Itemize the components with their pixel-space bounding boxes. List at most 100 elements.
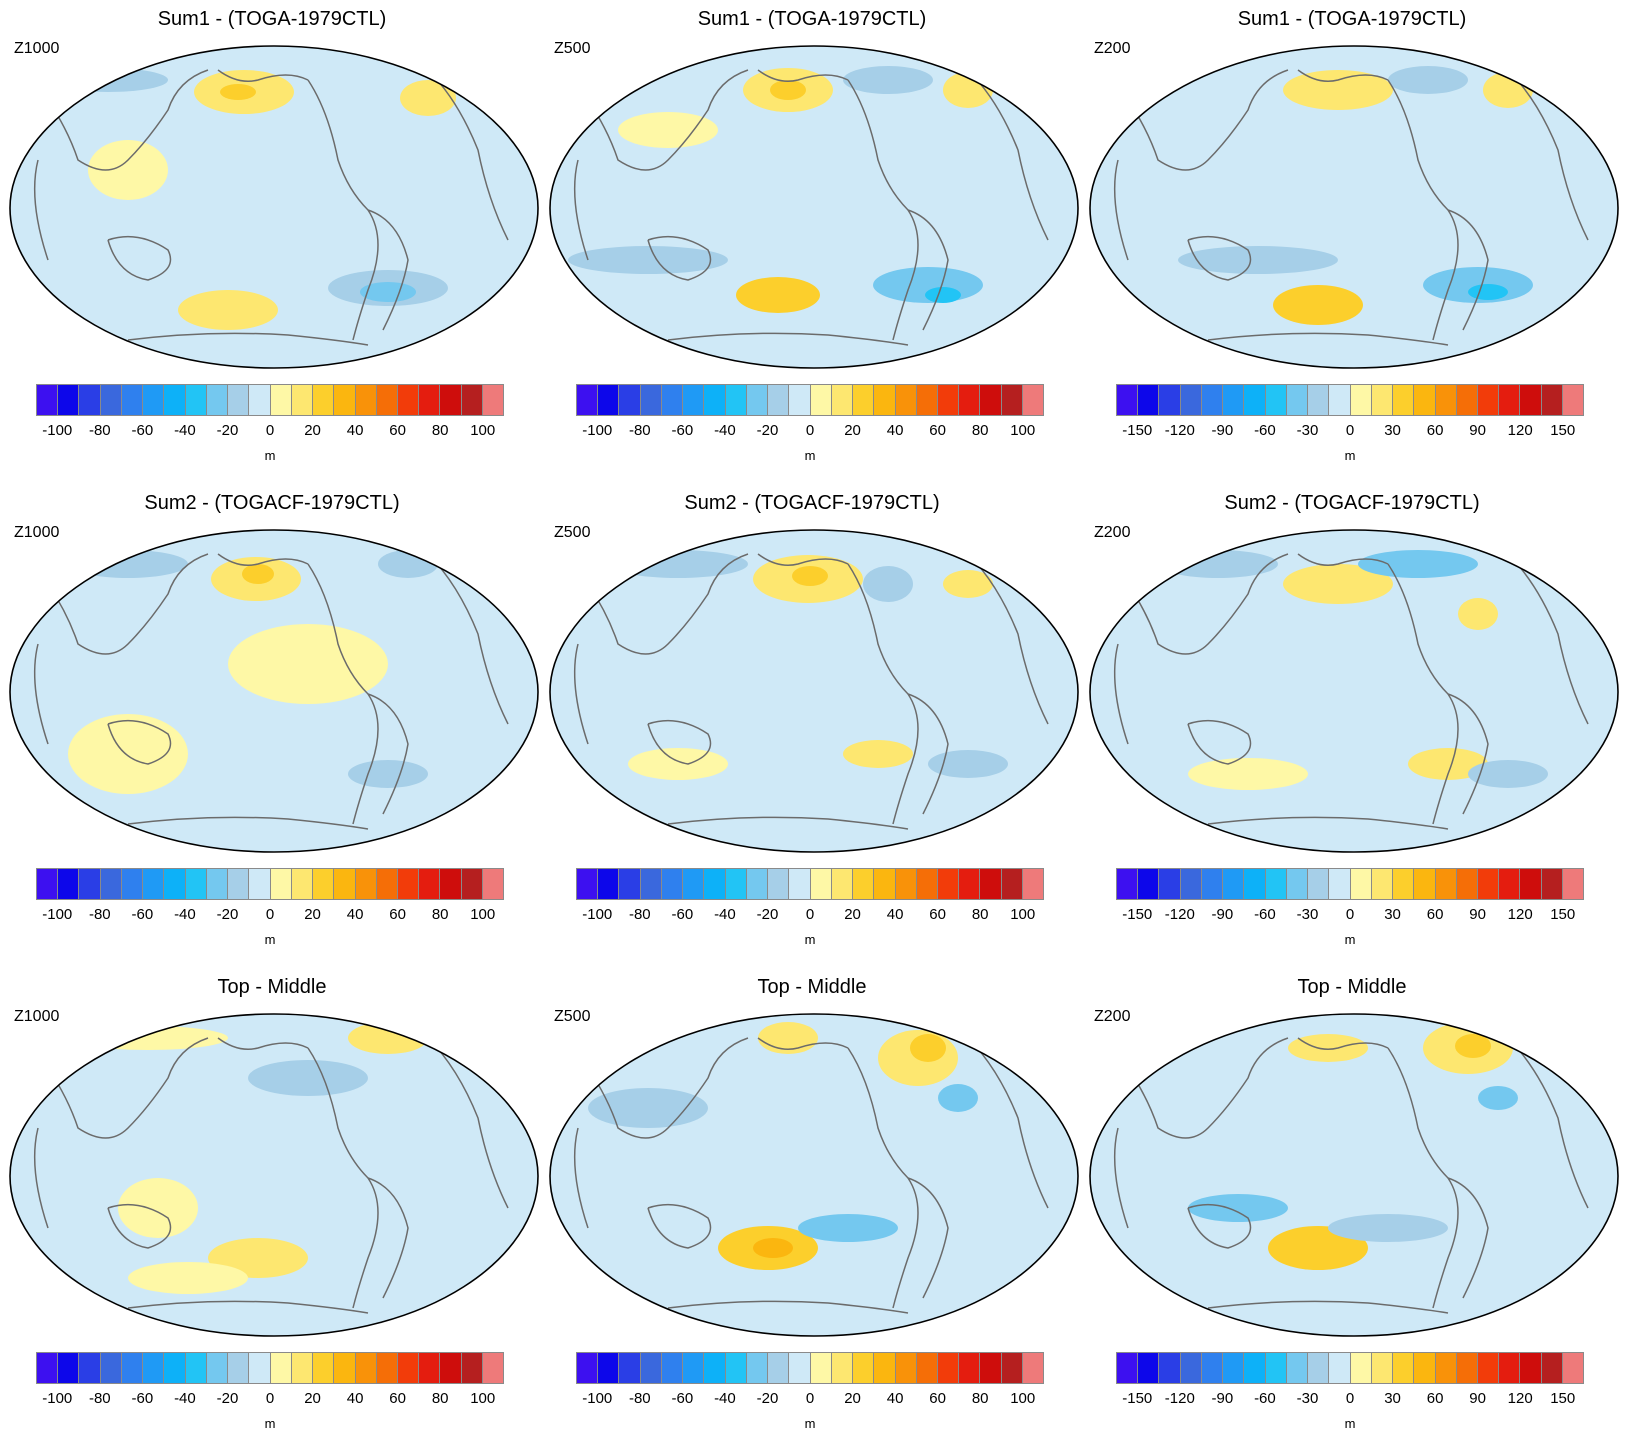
map-panel: Sum1 - (TOGA-1979CTL) Z200 -150 -120 -90 -60 -… [1080,0,1624,480]
colorbar-tick-label: -60 [1254,906,1276,923]
colorbar-swatch [1022,385,1044,415]
colorbar-tick-label: 150 [1550,422,1576,439]
colorbar-swatch [121,1353,144,1383]
colorbar-tick-label: 80 [971,1390,989,1407]
colorbar-tick-label: 100 [1010,422,1036,439]
coastline [573,1127,589,1229]
colorbar-tick-label: 30 [1384,1390,1401,1407]
coastline [1297,69,1389,82]
coastline [427,69,509,241]
coastline [127,1300,369,1314]
colorbar-swatch [619,385,641,415]
colorbar-swatch [79,385,101,415]
colorbar-unit-label: m [1344,932,1356,947]
colorbar-swatch [1499,869,1521,899]
colorbar-swatch [291,385,314,415]
colorbar-swatch [376,869,398,899]
anomaly-background [1090,1014,1618,1336]
colorbar-swatch [1244,385,1266,415]
colorbar-swatch [1286,385,1309,415]
colorbar-swatch [1022,1353,1044,1383]
colorbar-swatch [1117,385,1139,415]
map-panel: Sum1 - (TOGA-1979CTL) Z1000 -100 -80 -60 -40 -… [0,0,544,480]
colorbar-swatch [725,385,747,415]
coastline [217,553,309,566]
colorbar-tick-label: -20 [216,1390,239,1407]
colorbar-swatch [1541,869,1563,899]
anomaly-contour [242,564,274,584]
colorbar-tick-label: -90 [1211,422,1234,439]
colorbar-tick-label: -60 [131,1390,154,1407]
colorbar-tick-label: 100 [1010,1390,1036,1407]
colorbar-tick-label: -90 [1211,906,1234,923]
colorbar [1116,1352,1584,1384]
colorbar-swatch [206,1353,229,1383]
colorbar-tick-label: 20 [304,422,321,439]
colorbar-swatch [355,869,377,899]
colorbar-tick-label: -30 [1296,1390,1319,1407]
coastline [107,235,172,281]
colorbar-swatch [937,385,960,415]
colorbar-swatch [1244,1353,1266,1383]
colorbar-swatch [58,869,80,899]
coastline [907,693,949,815]
anomaly-contour [843,66,933,94]
colorbar-swatch [853,1353,875,1383]
colorbar-swatch [916,1353,938,1383]
colorbar-swatch [1117,869,1139,899]
anomaly-contour [248,1060,368,1096]
colorbar-swatch [482,1353,504,1383]
colorbar-tick-label: 30 [1384,906,1401,923]
anomaly-contour [618,112,718,148]
colorbar-swatch [874,869,896,899]
colorbar-swatch [164,385,186,415]
colorbar-swatch [1308,1353,1330,1383]
colorbar-tick-label: -80 [628,1390,651,1407]
colorbar-swatch [640,869,662,899]
colorbar-swatch [228,385,250,415]
colorbar-swatch [1435,385,1457,415]
colorbar-swatch [1265,385,1287,415]
colorbar [36,1352,504,1384]
colorbar-swatch [577,1353,599,1383]
colorbar-swatch [37,1353,59,1383]
colorbar-swatch [100,1353,122,1383]
colorbar-swatch [619,869,641,899]
colorbar-swatch [270,1353,292,1383]
colorbar-swatch [397,385,420,415]
colorbar-swatch [1138,869,1160,899]
colorbar-tick-label: 60 [389,906,406,923]
colorbar-tick-label: 40 [886,906,904,923]
anomaly-contour [943,570,993,598]
colorbar-swatch [1159,385,1181,415]
colorbar-swatch [164,869,186,899]
level-label: Z500 [554,524,591,541]
colorbar-swatch [916,869,938,899]
coastline [33,1127,49,1229]
colorbar-tick-label: 100 [470,422,496,439]
colorbar-swatch [1393,385,1415,415]
colorbar-tick-label: -40 [174,906,196,923]
colorbar-tick-label: 120 [1507,422,1533,439]
colorbar-swatch [1499,385,1521,415]
colorbar-swatch [661,1353,684,1383]
colorbar-swatch [746,385,769,415]
colorbar-swatch [895,385,917,415]
coastline [907,1177,949,1299]
colorbar-tick-label: -60 [671,1390,694,1407]
map-panel: Sum1 - (TOGA-1979CTL) Z500 -100 -80 -60 -40 -2… [540,0,1084,480]
panel-title: Sum2 - (TOGACF-1979CTL) [1224,492,1480,514]
colorbar-tick-label: -60 [671,906,694,923]
anomaly-contour [220,84,256,100]
colorbar-swatch [598,385,620,415]
colorbar-swatch [1286,1353,1309,1383]
coastline [1127,553,1289,655]
coastline [33,643,49,745]
anomaly-contour [1188,758,1308,790]
map-panel: Sum2 - (TOGACF-1979CTL) Z1000 -100 -80 -60 -4… [0,484,544,964]
colorbar-swatch [419,385,441,415]
colorbar-swatch [874,1353,896,1383]
coastline [967,553,1049,725]
colorbar-swatch [355,1353,377,1383]
colorbar-swatch [683,385,705,415]
